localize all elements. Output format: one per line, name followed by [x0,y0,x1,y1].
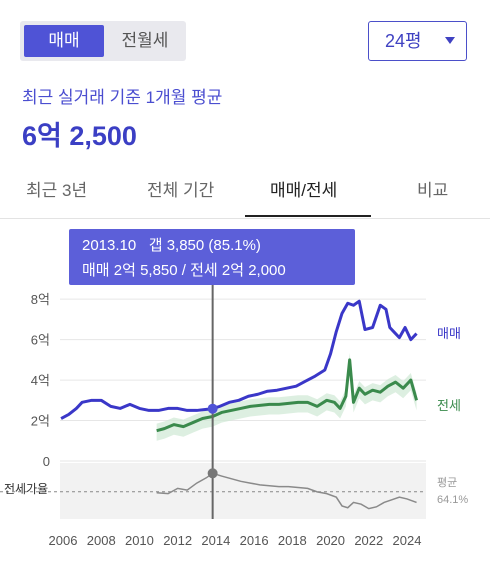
hover-point-ratio [207,468,218,479]
x-tick-label: 2018 [278,533,307,548]
tooltip-box [69,229,355,285]
hover-point-sale [207,403,218,414]
y-grid [60,298,426,462]
x-tick-label: 2010 [125,533,154,548]
jeonse-range-polygon [156,352,417,441]
tab-compare[interactable]: 비교 [417,181,449,200]
x-tick-label: 2012 [163,533,192,548]
y-tick-label: 2억 [31,414,50,429]
tooltip: 2013.10 갭 3,850 (85.1%) 매매 2억 5,850 / 전세… [69,229,355,285]
trade-type-sale-button[interactable]: 매매 [24,25,104,57]
x-tick-label: 2014 [201,533,230,548]
x-tick-label: 2006 [49,533,78,548]
ratio-average-value: 64.1% [437,494,468,506]
y-tick-label: 0 [43,454,50,469]
tab-sale-jeonse[interactable]: 매매/전세 [270,181,338,200]
trade-type-rent-button[interactable]: 전월세 [121,31,169,50]
tab-divider [0,218,490,219]
x-tick-label: 2022 [354,533,383,548]
ratio-average-label: 평균 [437,476,457,489]
tooltip-line-1: 2013.10 갭 3,850 (85.1%) [82,237,261,254]
caret-down-icon [445,37,455,44]
x-tick-label: 2020 [316,533,345,548]
tab-recent-3-years[interactable]: 최근 3년 [26,181,88,200]
trade-type-toggle: 매매 전월세 [20,21,186,61]
size-dropdown-value: 24평 [385,31,422,51]
x-tick-label: 2008 [87,533,116,548]
y-tick-label: 6억 [31,333,50,348]
ratio-axis-label: 전세가율 [4,482,48,496]
x-axis-ticks: 2006 2008 2010 2012 2014 2016 2018 2020 2022 2024 [49,533,422,548]
x-tick-label: 2024 [393,533,422,548]
x-tick-label: 2016 [240,533,269,548]
legend-sale: 매매 [437,326,461,341]
series-sale-line [60,299,418,420]
size-dropdown[interactable]: 24평 [368,21,467,61]
active-tab-indicator [245,215,371,217]
tab-all-period[interactable]: 전체 기간 [147,181,215,200]
y-tick-label: 4억 [31,373,50,388]
y-axis-ticks: 0 2억 4억 6억 8억 [31,292,50,469]
average-price: 6억 2,500 [22,121,137,151]
ratio-panel-background [60,463,426,519]
price-caption: 최근 실거래 기준 1개월 평균 [22,88,223,107]
ratio-series-line [156,472,417,510]
tooltip-line-2: 매매 2억 5,850 / 전세 2억 2,000 [82,262,286,279]
jeonse-range-area [156,352,417,441]
legend-jeonse: 전세 [437,398,461,413]
y-tick-label: 8억 [31,292,50,307]
series-jeonse-line [156,358,418,433]
